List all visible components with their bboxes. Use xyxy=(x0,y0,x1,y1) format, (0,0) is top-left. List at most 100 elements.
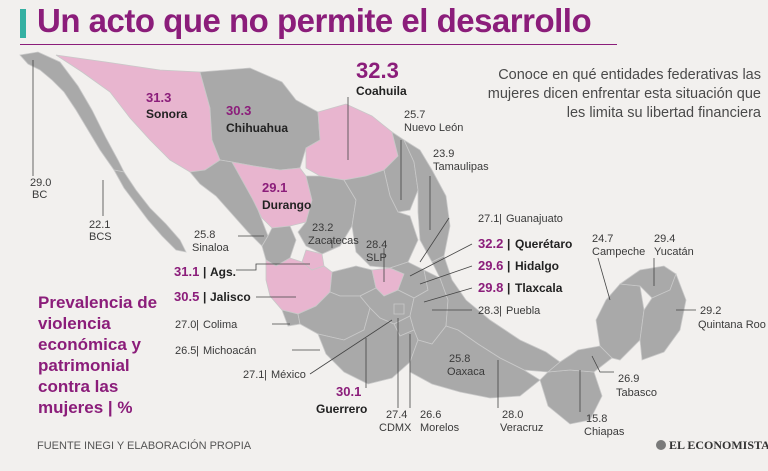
name-cdmx: CDMX xyxy=(379,422,412,434)
logo-mark-icon xyxy=(656,440,666,450)
name-sonora: Sonora xyxy=(146,107,188,121)
name-campeche: Campeche xyxy=(592,246,645,258)
name-zacatecas: Zacatecas xyxy=(308,235,359,247)
value-jalisco: 30.5 xyxy=(174,289,199,304)
value-bc: 29.0 xyxy=(30,177,51,189)
value-ags: 31.1 xyxy=(174,264,199,279)
title-accent-bar xyxy=(20,9,26,38)
name-queretaro: Querétaro xyxy=(515,237,572,251)
value-yucatan: 29.4 xyxy=(654,233,675,245)
leader-ags xyxy=(236,263,310,271)
name-tamaulipas: Tamaulipas xyxy=(433,161,489,173)
name-oaxaca: Oaxaca xyxy=(447,366,486,378)
name-tabasco: Tabasco xyxy=(616,387,657,399)
value-oaxaca: 25.8 xyxy=(449,353,470,365)
value-puebla: 28.3 xyxy=(478,305,499,317)
name-nuevo-leon: Nuevo León xyxy=(404,122,463,134)
sep-guanajuato: | xyxy=(499,213,502,225)
value-zacatecas: 23.2 xyxy=(312,222,333,234)
name-veracruz: Veracruz xyxy=(500,422,543,434)
sep-jalisco: | xyxy=(203,290,206,304)
value-colima: 27.0 xyxy=(175,319,196,331)
title-rule xyxy=(20,44,617,45)
sep-colima: | xyxy=(196,319,199,331)
value-morelos: 26.6 xyxy=(420,409,441,421)
value-quintana-roo: 29.2 xyxy=(700,305,721,317)
sep-tlaxcala: | xyxy=(507,281,510,295)
state-slp xyxy=(343,169,419,269)
value-bcs: 22.1 xyxy=(89,219,110,231)
name-ags: Ags. xyxy=(210,265,236,279)
value-cdmx: 27.4 xyxy=(386,409,407,421)
name-jalisco: Jalisco xyxy=(210,290,251,304)
value-slp: 28.4 xyxy=(366,239,387,251)
leader-mexico xyxy=(309,319,393,375)
name-bcs: BCS xyxy=(89,231,112,243)
leader-guanajuato xyxy=(419,217,450,263)
value-sinaloa: 25.8 xyxy=(194,229,215,241)
sep-ags: | xyxy=(203,265,206,279)
value-queretaro: 32.2 xyxy=(478,236,503,251)
name-morelos: Morelos xyxy=(420,422,460,434)
name-chiapas: Chiapas xyxy=(584,426,625,438)
name-yucatan: Yucatán xyxy=(654,246,694,258)
state-tabasco xyxy=(546,345,613,373)
state-coahuila xyxy=(305,103,399,181)
value-chiapas: 15.8 xyxy=(586,413,607,425)
name-tlaxcala: Tlaxcala xyxy=(515,281,563,295)
value-mexico: 27.1 xyxy=(243,369,264,381)
leader-tlaxcala xyxy=(423,287,473,303)
state-campeche xyxy=(595,283,645,361)
state-guerrero xyxy=(317,307,419,385)
logo-text: EL ECONOMISTA xyxy=(669,438,768,452)
name-coahuila: Coahuila xyxy=(356,84,407,98)
name-mexico: México xyxy=(271,369,306,381)
intro-text: Conoce en qué entidades federativas las … xyxy=(487,67,761,121)
value-guanajuato: 27.1 xyxy=(478,213,499,225)
name-bc: BC xyxy=(32,189,47,201)
leader-queretaro xyxy=(409,243,473,277)
source-note: FUENTE INEGI Y ELABORACIÓN PROPIA xyxy=(37,440,252,452)
name-slp: SLP xyxy=(366,252,387,264)
sep-michoacan: | xyxy=(196,345,199,357)
value-tlaxcala: 29.8 xyxy=(478,280,503,295)
name-guanajuato: Guanajuato xyxy=(506,213,563,225)
sep-puebla: | xyxy=(499,305,502,317)
name-chihuahua: Chihuahua xyxy=(226,121,288,135)
sep-hidalgo: | xyxy=(507,259,510,273)
state-cdmx xyxy=(393,303,405,315)
state-quintana-roo xyxy=(639,272,687,361)
state-bcs xyxy=(113,169,187,253)
value-coahuila: 32.3 xyxy=(356,58,399,83)
value-tabasco: 26.9 xyxy=(618,373,639,385)
name-guerrero: Guerrero xyxy=(316,402,367,416)
legend-caption: Prevalencia de violencia económica y pat… xyxy=(38,293,158,417)
leader-hidalgo xyxy=(419,265,473,285)
leader-campeche xyxy=(597,257,611,301)
publisher-logo: EL ECONOMISTA xyxy=(656,438,768,453)
name-quintana-roo: Quintana Roo xyxy=(698,319,766,331)
state-chihuahua xyxy=(199,67,321,171)
sep-mexico: | xyxy=(264,369,267,381)
name-hidalgo: Hidalgo xyxy=(515,259,559,273)
value-veracruz: 28.0 xyxy=(502,409,523,421)
value-nuevo-leon: 25.7 xyxy=(404,109,425,121)
leader-tabasco xyxy=(591,355,614,373)
name-durango: Durango xyxy=(262,198,311,212)
name-sinaloa: Sinaloa xyxy=(192,242,230,254)
value-tamaulipas: 23.9 xyxy=(433,148,454,160)
value-chihuahua: 30.3 xyxy=(226,103,251,118)
state-zacatecas xyxy=(297,175,357,255)
name-puebla: Puebla xyxy=(506,305,541,317)
value-campeche: 24.7 xyxy=(592,233,613,245)
value-hidalgo: 29.6 xyxy=(478,258,503,273)
value-michoacan: 26.5 xyxy=(175,345,196,357)
name-colima: Colima xyxy=(203,319,238,331)
value-durango: 29.1 xyxy=(262,180,287,195)
name-michoacan: Michoacán xyxy=(203,345,256,357)
value-sonora: 31.3 xyxy=(146,90,171,105)
sep-queretaro: | xyxy=(507,237,510,251)
value-guerrero: 30.1 xyxy=(336,384,361,399)
page-title: Un acto que no permite el desarrollo xyxy=(37,2,592,39)
